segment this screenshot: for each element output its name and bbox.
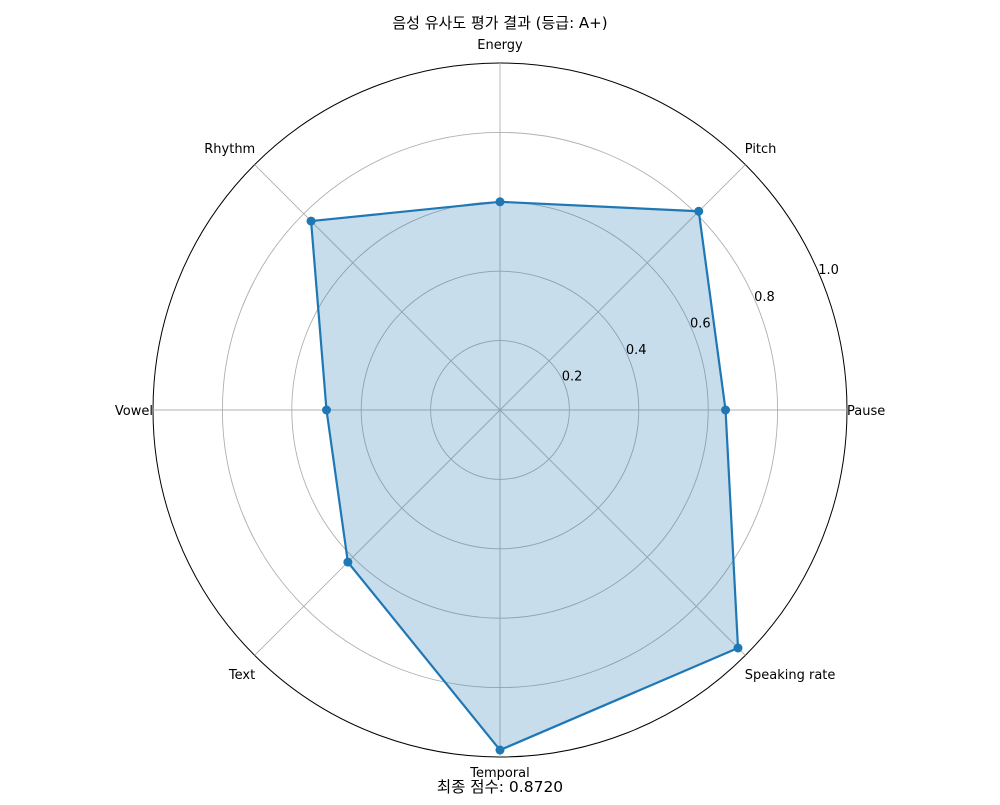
axis-label-speaking-rate: Speaking rate bbox=[745, 668, 836, 683]
radial-tick-label: 0.8 bbox=[754, 290, 775, 305]
radial-tick-label: 0.4 bbox=[626, 343, 647, 358]
spoke-line-7 bbox=[499, 409, 746, 656]
axis-label-text: Text bbox=[228, 668, 255, 683]
data-point-rhythm bbox=[306, 216, 316, 226]
data-point-pause bbox=[721, 405, 731, 415]
data-point-temporal bbox=[495, 745, 505, 755]
axis-label-pause: Pause bbox=[847, 404, 885, 419]
spoke-line-5 bbox=[254, 409, 501, 656]
axis-label-energy: Energy bbox=[477, 38, 523, 53]
axis-label-vowel: Vowel bbox=[115, 404, 153, 419]
data-point-text bbox=[343, 557, 353, 567]
label-layer: 0.2 0.4 0.6 0.8 1.0 Pause Pitch Energy Rhythm Vow… bbox=[115, 38, 885, 781]
chart-title: 음성 유사도 평가 결과 (등급: A+) bbox=[392, 14, 607, 32]
axis-label-rhythm: Rhythm bbox=[204, 142, 255, 157]
series-area bbox=[311, 201, 739, 751]
data-point-vowel bbox=[322, 405, 331, 415]
spoke-line-3 bbox=[254, 164, 501, 411]
axis-label-pitch: Pitch bbox=[745, 142, 777, 157]
axis-label-temporal: Temporal bbox=[469, 766, 530, 781]
data-point-speaking-rate bbox=[733, 643, 743, 653]
data-layer bbox=[306, 197, 743, 755]
radial-tick-label: 0.2 bbox=[562, 369, 583, 384]
spoke-line-1 bbox=[499, 164, 746, 411]
chart-footer-score: 최종 점수: 0.8720 bbox=[437, 778, 563, 796]
data-point-energy bbox=[495, 197, 505, 207]
radial-tick-label: 1.0 bbox=[818, 263, 839, 278]
radial-tick-label: 0.6 bbox=[690, 316, 711, 331]
data-point-pitch bbox=[694, 206, 704, 216]
